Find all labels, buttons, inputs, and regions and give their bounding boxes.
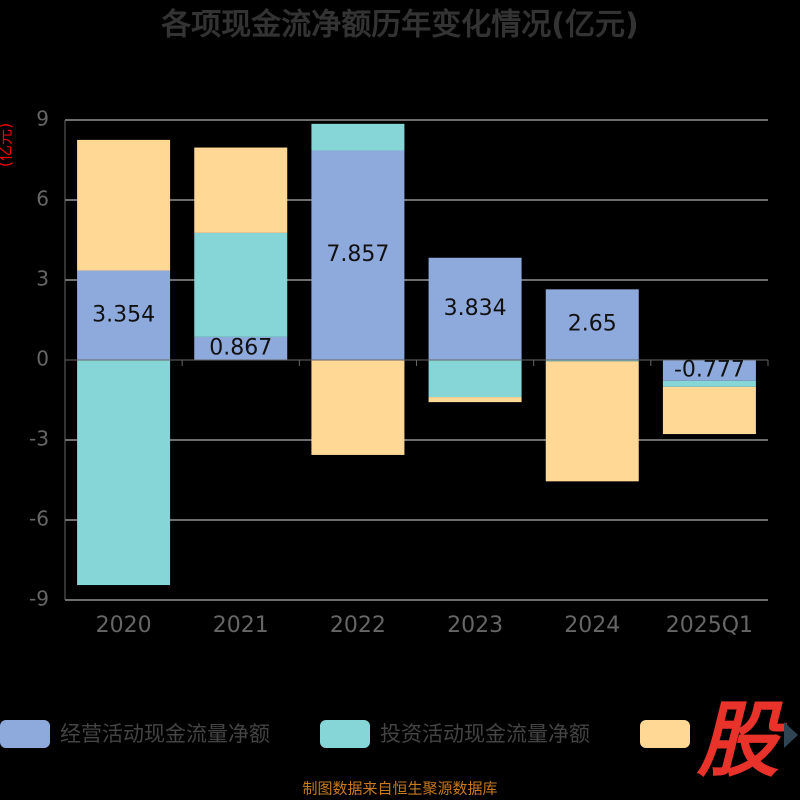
legend-next[interactable]	[784, 722, 798, 748]
value-label: 3.834	[444, 296, 507, 321]
value-label: 2.65	[568, 312, 617, 337]
bar	[545, 289, 639, 360]
legend-swatch	[320, 720, 370, 748]
bar	[311, 360, 405, 455]
x-tick-label: 2023	[447, 613, 503, 638]
bar	[77, 360, 171, 586]
bar	[194, 232, 288, 337]
y-tick-label: -3	[29, 427, 49, 451]
bar	[545, 360, 639, 362]
chart-title: 各项现金流净额历年变化情况(亿元)	[160, 8, 638, 43]
bar	[428, 397, 522, 403]
bar	[662, 380, 756, 387]
bar	[428, 360, 522, 398]
x-tick-label: 2024	[564, 613, 620, 638]
watermark: 股	[696, 693, 787, 788]
y-axis-label: (亿元)	[0, 123, 15, 168]
y-tick-label: 6	[36, 187, 49, 211]
legend-label: 投资活动现金流量净额	[380, 722, 590, 746]
y-tick-label: -6	[29, 507, 49, 531]
x-tick-label: 2022	[330, 613, 386, 638]
y-tick-label: 3	[36, 267, 49, 291]
y-tick-label: -9	[29, 587, 49, 611]
value-label: 7.857	[326, 242, 389, 267]
bar	[662, 386, 756, 435]
value-label: -0.777	[674, 357, 745, 382]
legend-swatch	[0, 720, 50, 748]
value-label: 0.867	[209, 335, 272, 360]
bar	[428, 257, 522, 360]
x-tick-label: 2025Q1	[666, 613, 753, 638]
x-tick-label: 2021	[213, 613, 269, 638]
y-tick-label: 9	[36, 107, 49, 131]
bar	[662, 360, 756, 381]
bar	[77, 139, 171, 271]
bar	[311, 123, 405, 151]
bar	[311, 150, 405, 360]
legend-label: 经营活动现金流量净额	[60, 722, 270, 746]
source: 制图数据来自恒生聚源数据库	[302, 780, 497, 798]
x-tick-label: 2020	[96, 613, 152, 638]
bar	[545, 361, 639, 482]
bar	[77, 270, 171, 360]
legend-swatch	[640, 720, 690, 748]
bar	[194, 336, 288, 360]
value-label: 3.354	[92, 302, 155, 327]
bar	[194, 147, 288, 233]
y-tick-label: 0	[36, 347, 49, 371]
